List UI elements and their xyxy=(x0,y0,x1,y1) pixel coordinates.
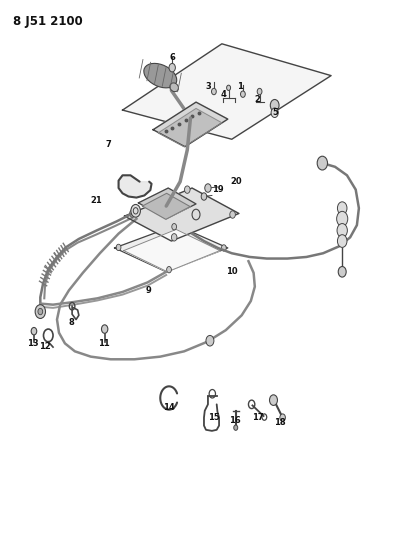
Circle shape xyxy=(116,244,121,251)
Polygon shape xyxy=(122,44,331,139)
Circle shape xyxy=(169,63,175,72)
Text: 17: 17 xyxy=(252,413,264,422)
Text: 5: 5 xyxy=(272,108,278,117)
Text: 7: 7 xyxy=(106,140,112,149)
Circle shape xyxy=(201,193,207,200)
Circle shape xyxy=(130,210,135,217)
Circle shape xyxy=(131,205,140,217)
Ellipse shape xyxy=(144,63,177,88)
Text: 1: 1 xyxy=(237,82,243,91)
Circle shape xyxy=(338,202,347,215)
Text: 10: 10 xyxy=(226,268,238,276)
Text: 11: 11 xyxy=(98,339,110,348)
Polygon shape xyxy=(114,225,228,272)
Circle shape xyxy=(206,335,214,346)
Text: 8 J51 2100: 8 J51 2100 xyxy=(13,14,83,28)
Circle shape xyxy=(338,266,346,277)
Text: 9: 9 xyxy=(146,286,151,295)
Circle shape xyxy=(31,327,37,335)
Text: 18: 18 xyxy=(274,418,285,427)
Text: 6: 6 xyxy=(169,53,175,62)
Circle shape xyxy=(172,223,176,230)
Circle shape xyxy=(205,184,211,192)
Circle shape xyxy=(317,156,328,170)
Polygon shape xyxy=(118,175,152,198)
Circle shape xyxy=(222,245,226,251)
Circle shape xyxy=(167,266,171,273)
Text: 12: 12 xyxy=(39,342,51,351)
Circle shape xyxy=(184,186,190,193)
Text: 14: 14 xyxy=(163,402,175,411)
Circle shape xyxy=(35,305,46,318)
Text: 19: 19 xyxy=(212,185,224,194)
Text: 8: 8 xyxy=(68,318,74,327)
Circle shape xyxy=(234,425,238,430)
Circle shape xyxy=(192,209,200,220)
Polygon shape xyxy=(124,229,220,272)
Circle shape xyxy=(38,309,43,315)
Circle shape xyxy=(230,211,235,218)
Polygon shape xyxy=(138,188,196,219)
Text: 4: 4 xyxy=(221,90,227,99)
Circle shape xyxy=(240,91,245,98)
Polygon shape xyxy=(153,102,228,147)
Text: 16: 16 xyxy=(229,416,241,425)
Circle shape xyxy=(227,85,230,91)
Circle shape xyxy=(337,212,348,226)
Circle shape xyxy=(171,233,177,241)
Text: 13: 13 xyxy=(26,339,38,348)
Text: 15: 15 xyxy=(208,413,220,422)
Circle shape xyxy=(280,414,286,421)
Ellipse shape xyxy=(170,83,178,92)
Text: 3: 3 xyxy=(205,82,211,91)
Circle shape xyxy=(257,88,262,95)
Text: 2: 2 xyxy=(255,95,260,104)
Circle shape xyxy=(337,223,347,237)
Polygon shape xyxy=(124,188,239,241)
Circle shape xyxy=(270,100,279,111)
Circle shape xyxy=(270,395,278,406)
Polygon shape xyxy=(142,193,190,219)
Text: 20: 20 xyxy=(230,177,242,186)
Polygon shape xyxy=(158,109,222,147)
Circle shape xyxy=(102,325,108,333)
Circle shape xyxy=(271,108,278,117)
Text: 21: 21 xyxy=(91,196,102,205)
Circle shape xyxy=(212,88,216,95)
Circle shape xyxy=(338,235,347,247)
